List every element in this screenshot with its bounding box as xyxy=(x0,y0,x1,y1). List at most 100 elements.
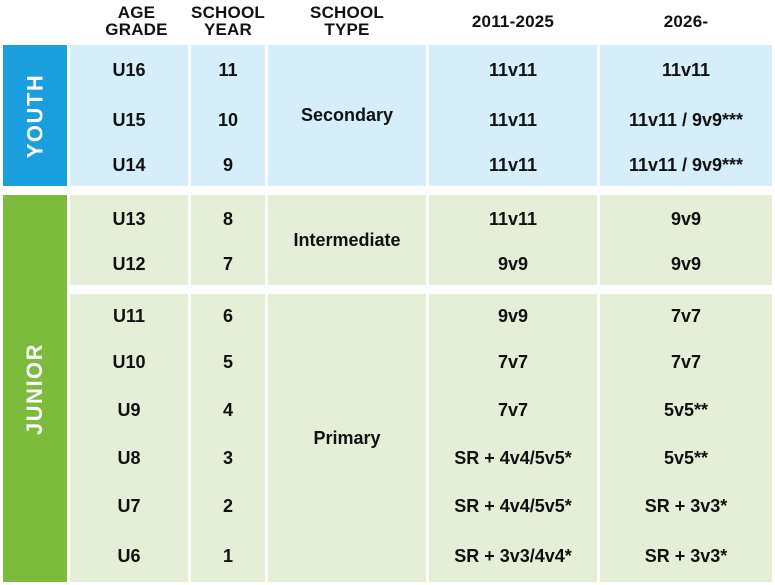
format-2011-2025-cell-text: 11v11 xyxy=(488,60,538,80)
school-type-primary: Primary xyxy=(268,294,426,582)
format-2011-2025-cell: 11v11 xyxy=(429,96,597,144)
school-year-cell-text: 5 xyxy=(222,352,233,372)
header-age-grade-line1: AGE xyxy=(117,3,156,22)
school-year-cell-text: 3 xyxy=(222,447,233,468)
school-year-cell: 10 xyxy=(191,96,265,144)
school-year-cell-text: 10 xyxy=(217,109,239,130)
age-grade-cell-text: U16 xyxy=(112,60,146,80)
format-2011-2025-cell-text: 7v7 xyxy=(497,352,529,372)
junior-lower-section-bg xyxy=(70,294,772,582)
age-grade-cell: U10 xyxy=(70,339,188,386)
age-grade-cell-text: U7 xyxy=(117,495,141,516)
header-2011-2025: 2011-2025 xyxy=(429,0,597,42)
school-year-cell-text: 9 xyxy=(222,154,233,175)
age-grade-cell: U16 xyxy=(70,45,188,96)
format-2011-2025-cell-text: 11v11 xyxy=(488,109,538,130)
format-2011-2025-cell-text: SR + 3v3/4v4* xyxy=(454,545,572,566)
header-age-grade: AGE GRADE xyxy=(70,0,203,42)
format-2011-2025-cell: 11v11 xyxy=(429,45,597,96)
format-2011-2025-cell: 9v9 xyxy=(429,294,597,339)
column-divider xyxy=(265,294,268,582)
format-2026-cell-text: SR + 3v3* xyxy=(644,545,728,566)
format-2026-cell: 11v11 xyxy=(600,45,772,96)
age-grade-cell: U6 xyxy=(70,530,188,582)
format-2011-2025-cell: 11v11 xyxy=(429,195,597,243)
age-grade-cell: U7 xyxy=(70,482,188,530)
column-divider xyxy=(265,195,268,285)
header-school-year-line2: YEAR xyxy=(203,20,253,39)
school-year-cell: 6 xyxy=(191,294,265,339)
format-2026-cell-text: 5v5** xyxy=(663,399,709,420)
school-year-cell-text: 2 xyxy=(222,495,233,516)
header-school-year-line1: SCHOOL xyxy=(191,3,265,22)
format-2011-2025-cell-text: 11v11 xyxy=(488,208,538,229)
school-year-cell-text: 8 xyxy=(222,208,233,229)
age-grade-cell-text: U14 xyxy=(112,154,146,175)
age-grade-cell-text: U6 xyxy=(117,545,141,566)
school-year-cell-text: 11 xyxy=(218,60,238,80)
header-school-type-line1: SCHOOL xyxy=(310,3,384,22)
school-year-cell: 4 xyxy=(191,386,265,434)
age-grade-cell: U14 xyxy=(70,144,188,186)
age-grade-cell: U11 xyxy=(70,294,188,339)
format-2011-2025-cell: 9v9 xyxy=(429,243,597,285)
age-grade-cell-text: U8 xyxy=(117,447,141,468)
format-2011-2025-cell: SR + 4v4/5v5* xyxy=(429,482,597,530)
column-divider xyxy=(597,195,600,285)
format-2026-cell: 9v9 xyxy=(600,243,772,285)
format-2026-cell: SR + 3v3* xyxy=(600,482,772,530)
header-2026: 2026- xyxy=(600,0,772,42)
format-2026-cell-text: 9v9 xyxy=(670,253,702,274)
format-2026-cell-text: 11v11 / 9v9*** xyxy=(628,109,744,130)
school-year-cell: 5 xyxy=(191,339,265,386)
age-grade-cell-text: U15 xyxy=(112,109,146,130)
school-year-cell-text: 4 xyxy=(222,399,233,420)
format-2026-cell-text: 7v7 xyxy=(670,352,702,372)
school-type-intermediate-text: Intermediate xyxy=(293,229,401,250)
column-divider xyxy=(265,45,268,186)
school-year-cell: 7 xyxy=(191,243,265,285)
school-year-cell: 3 xyxy=(191,434,265,482)
school-year-cell-text: 6 xyxy=(222,306,233,326)
age-grade-cell: U9 xyxy=(70,386,188,434)
format-2011-2025-cell: SR + 3v3/4v4* xyxy=(429,530,597,582)
column-divider xyxy=(188,294,191,582)
junior-band: JUNIOR xyxy=(3,195,67,582)
format-2011-2025-cell: 7v7 xyxy=(429,339,597,386)
format-2026-cell-text: 9v9 xyxy=(670,208,702,229)
format-2011-2025-cell-text: 9v9 xyxy=(497,306,529,326)
column-divider xyxy=(188,45,191,186)
school-year-cell: 1 xyxy=(191,530,265,582)
age-grade-cell-text: U12 xyxy=(112,253,146,274)
column-divider xyxy=(426,45,429,186)
school-type-secondary: Secondary xyxy=(268,45,426,186)
age-grade-cell-text: U13 xyxy=(112,208,146,229)
header-2011-2025-label: 2011-2025 xyxy=(471,11,555,31)
format-2026-cell: 5v5** xyxy=(600,386,772,434)
format-2026-cell: 7v7 xyxy=(600,294,772,339)
header-school-type: SCHOOL TYPE xyxy=(268,0,426,42)
format-2011-2025-cell-text: 11v11 xyxy=(488,154,538,175)
column-divider xyxy=(597,294,600,582)
format-2011-2025-cell: 11v11 xyxy=(429,144,597,186)
age-grade-cell: U15 xyxy=(70,96,188,144)
format-2026-cell: SR + 3v3* xyxy=(600,530,772,582)
age-grade-cell-text: U11 xyxy=(112,306,146,326)
format-2026-cell-text: 11v11 xyxy=(661,60,711,80)
age-grade-cell: U13 xyxy=(70,195,188,243)
school-type-intermediate: Intermediate xyxy=(268,195,426,285)
format-2026-cell: 5v5** xyxy=(600,434,772,482)
format-2026-cell-text: 5v5** xyxy=(663,447,709,468)
header-age-grade-line2: GRADE xyxy=(105,20,168,39)
format-2026-cell-text: 11v11 / 9v9*** xyxy=(628,154,744,175)
school-type-secondary-text: Secondary xyxy=(300,105,394,125)
age-grade-cell-text: U9 xyxy=(117,399,141,420)
school-year-cell-text: 1 xyxy=(222,545,233,566)
school-year-cell: 2 xyxy=(191,482,265,530)
youth-band: YOUTH xyxy=(3,45,67,186)
format-2026-cell: 9v9 xyxy=(600,195,772,243)
column-divider xyxy=(597,45,600,186)
school-type-primary-text: Primary xyxy=(313,427,381,448)
header-2026-label: 2026- xyxy=(663,11,709,31)
